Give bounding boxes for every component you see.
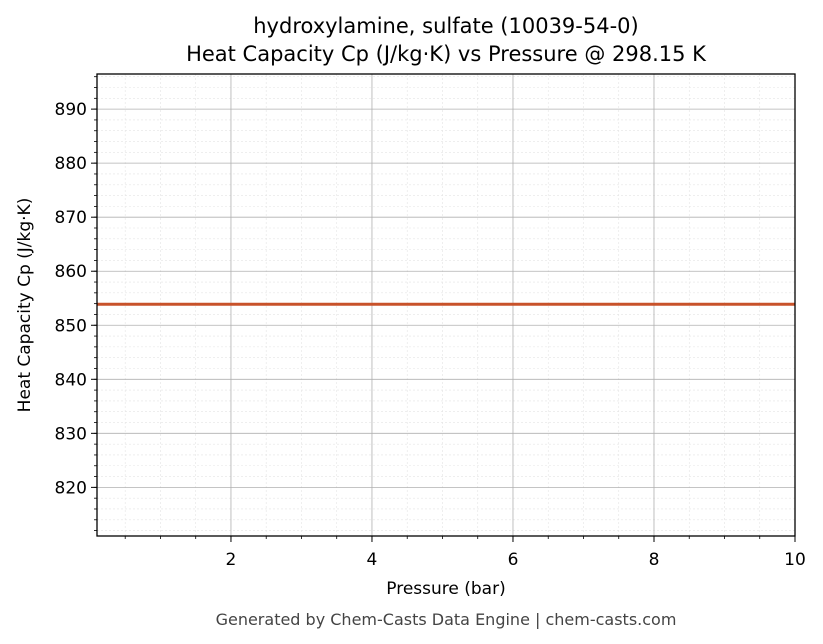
x-tick-label: 10 bbox=[784, 550, 806, 570]
minor-grid bbox=[97, 74, 795, 536]
plot-frame bbox=[96, 73, 796, 537]
y-tick-label: 870 bbox=[55, 208, 87, 228]
x-axis-ticks: 2 4 6 8 10 bbox=[124, 536, 806, 570]
y-tick-label: 850 bbox=[55, 316, 87, 336]
chart-title: hydroxylamine, sulfate (10039-54-0) bbox=[253, 14, 638, 38]
x-tick-label: 2 bbox=[226, 550, 237, 570]
x-tick-label: 6 bbox=[508, 550, 519, 570]
chart-subtitle: Heat Capacity Cp (J/kg·K) vs Pressure @ … bbox=[186, 42, 707, 66]
y-tick-label: 890 bbox=[55, 100, 87, 120]
x-axis-label: Pressure (bar) bbox=[386, 579, 505, 599]
y-axis-ticks: 820 830 840 850 860 870 880 890 bbox=[55, 76, 97, 531]
y-tick-label: 820 bbox=[55, 478, 87, 498]
y-tick-label: 860 bbox=[55, 262, 87, 282]
y-axis-label: Heat Capacity Cp (J/kg·K) bbox=[15, 198, 35, 413]
x-tick-label: 8 bbox=[649, 550, 660, 570]
y-tick-label: 840 bbox=[55, 370, 87, 390]
y-tick-label: 830 bbox=[55, 424, 87, 444]
x-tick-label: 4 bbox=[367, 550, 378, 570]
y-tick-label: 880 bbox=[55, 154, 87, 174]
footer-credit: Generated by Chem-Casts Data Engine | ch… bbox=[216, 610, 677, 629]
